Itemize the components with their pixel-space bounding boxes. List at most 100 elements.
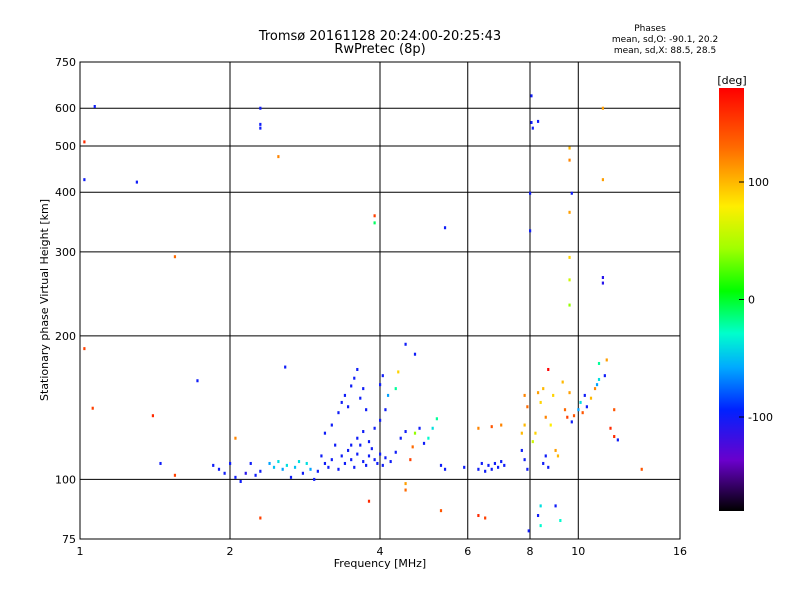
data-point bbox=[313, 477, 316, 481]
data-point bbox=[93, 105, 96, 109]
data-point bbox=[320, 454, 323, 458]
data-point bbox=[542, 387, 545, 391]
data-point bbox=[613, 408, 616, 412]
data-point bbox=[496, 465, 500, 469]
data-point bbox=[340, 454, 343, 458]
data-point bbox=[640, 467, 643, 471]
data-point bbox=[234, 475, 237, 479]
plot-frame bbox=[79, 61, 681, 540]
data-point bbox=[529, 229, 532, 233]
axis-ticks: 1 2 4 6 8 10 16 75 100 200 300 400 500 600 750 bbox=[55, 56, 687, 558]
data-point bbox=[91, 406, 94, 410]
data-point bbox=[254, 473, 257, 477]
x-tick-label: 2 bbox=[227, 545, 234, 558]
data-point bbox=[443, 226, 447, 230]
data-point bbox=[530, 94, 533, 98]
data-point bbox=[316, 469, 319, 473]
data-point bbox=[427, 436, 430, 440]
data-point bbox=[568, 146, 571, 150]
data-point bbox=[570, 420, 573, 424]
data-point bbox=[601, 276, 605, 280]
data-point bbox=[529, 191, 532, 195]
data-point bbox=[323, 461, 327, 465]
data-point bbox=[613, 435, 616, 439]
data-point bbox=[386, 393, 390, 397]
data-point bbox=[520, 431, 523, 435]
data-point bbox=[581, 411, 584, 415]
data-point bbox=[394, 450, 397, 454]
data-point bbox=[327, 465, 330, 469]
data-point bbox=[384, 408, 387, 412]
chart-subtitle: RwPretec (8p) bbox=[334, 42, 425, 57]
data-point bbox=[601, 106, 605, 110]
colorbar-ticks: 100 0 -100 bbox=[739, 176, 773, 424]
data-point bbox=[554, 448, 557, 452]
data-point bbox=[526, 405, 529, 409]
data-point bbox=[356, 436, 359, 440]
data-point bbox=[503, 463, 506, 467]
data-point bbox=[490, 467, 493, 471]
data-point bbox=[356, 452, 359, 456]
grid-lines bbox=[80, 62, 680, 539]
data-point bbox=[359, 396, 362, 400]
data-point bbox=[350, 384, 353, 388]
data-point bbox=[293, 465, 297, 469]
data-point bbox=[409, 458, 412, 462]
data-point bbox=[477, 426, 480, 430]
data-point bbox=[439, 509, 443, 513]
data-point bbox=[593, 387, 597, 391]
data-point bbox=[376, 461, 379, 465]
y-tick-label: 75 bbox=[62, 533, 76, 546]
data-point bbox=[601, 178, 605, 182]
data-point bbox=[346, 405, 350, 409]
colorbar-label: [deg] bbox=[717, 74, 746, 87]
x-axis-label: Frequency [MHz] bbox=[334, 557, 426, 570]
colorbar-tick-label: 100 bbox=[748, 176, 769, 189]
data-point bbox=[484, 516, 487, 520]
y-tick-label: 500 bbox=[55, 140, 76, 153]
y-axis-label: Stationary phase Virtual Height [km] bbox=[38, 199, 51, 401]
data-point bbox=[373, 458, 376, 462]
data-point bbox=[404, 488, 407, 492]
data-point bbox=[83, 178, 86, 182]
data-point bbox=[259, 106, 262, 110]
data-point bbox=[353, 465, 356, 469]
data-point bbox=[568, 255, 571, 259]
data-point bbox=[547, 367, 550, 371]
data-point bbox=[370, 447, 373, 451]
data-point bbox=[605, 358, 608, 362]
data-point bbox=[229, 461, 232, 465]
data-point bbox=[480, 461, 483, 465]
data-point bbox=[268, 461, 271, 465]
data-point bbox=[536, 391, 540, 395]
data-point bbox=[500, 460, 503, 464]
chart-title: Tromsø 20161128 20:24:00-20:25:43 bbox=[258, 29, 501, 44]
data-point bbox=[549, 423, 552, 427]
data-point bbox=[373, 426, 376, 430]
data-point bbox=[399, 436, 402, 440]
data-point bbox=[477, 514, 480, 518]
data-point bbox=[404, 482, 407, 486]
data-point bbox=[568, 303, 571, 307]
data-point bbox=[151, 414, 155, 418]
data-point bbox=[552, 393, 555, 397]
data-point bbox=[244, 471, 247, 475]
data-point bbox=[568, 278, 571, 282]
phases-title: Phases bbox=[634, 24, 666, 34]
data-point bbox=[337, 411, 340, 415]
data-point bbox=[277, 460, 280, 464]
data-point bbox=[589, 396, 593, 400]
data-point bbox=[337, 467, 340, 471]
data-point bbox=[379, 418, 382, 422]
data-point bbox=[379, 383, 382, 387]
data-point bbox=[583, 393, 586, 397]
data-point bbox=[413, 352, 417, 356]
data-point bbox=[389, 460, 392, 464]
data-point bbox=[413, 431, 417, 435]
data-point bbox=[239, 479, 242, 483]
colorbar-tick-label: 0 bbox=[748, 294, 755, 307]
data-point bbox=[305, 461, 308, 465]
data-point bbox=[439, 463, 443, 467]
data-point bbox=[487, 463, 490, 467]
data-point bbox=[544, 454, 547, 458]
